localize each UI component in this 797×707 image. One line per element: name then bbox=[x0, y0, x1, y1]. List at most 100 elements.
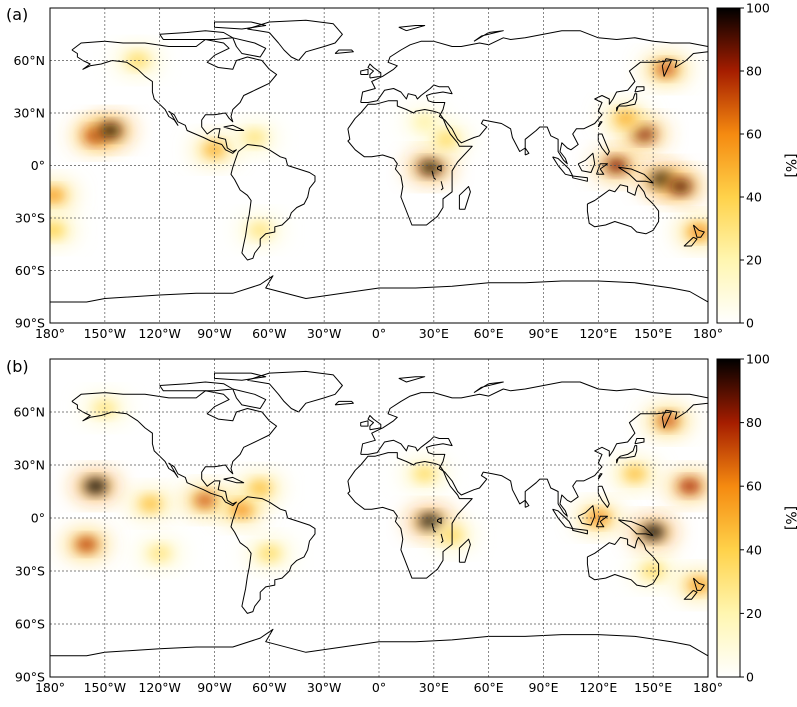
coastline bbox=[360, 30, 708, 165]
lon-tick-label: 180° bbox=[35, 680, 65, 695]
coastline bbox=[572, 175, 588, 182]
lon-tick-label: 150°E bbox=[634, 680, 672, 695]
map-frame bbox=[49, 358, 709, 678]
hotspot bbox=[50, 223, 65, 238]
coastline bbox=[473, 381, 504, 394]
graticule bbox=[50, 8, 708, 323]
hotspot bbox=[126, 53, 149, 68]
hotspot bbox=[258, 546, 281, 561]
lat-tick-label: 60°S bbox=[15, 263, 45, 278]
coastline bbox=[214, 372, 267, 381]
coastline bbox=[230, 496, 316, 614]
colorbar-tick-label: 20 bbox=[746, 606, 762, 621]
lat-tick-label: 30°N bbox=[13, 106, 45, 121]
colorbar: 0 20 40 60 80 100 [%] bbox=[716, 1, 797, 331]
lat-tick-label: 30°N bbox=[13, 458, 45, 473]
lon-tick-label: 30°W bbox=[307, 680, 342, 695]
lon-tick-label: 180° bbox=[35, 326, 65, 341]
coastline bbox=[577, 505, 596, 526]
coastline bbox=[360, 381, 708, 517]
coastline bbox=[230, 144, 316, 261]
coastline bbox=[398, 25, 426, 32]
coastline bbox=[618, 519, 654, 537]
hotspot bbox=[84, 479, 107, 494]
hotspot bbox=[413, 466, 436, 481]
colorbar-tick-label: 60 bbox=[746, 127, 762, 142]
lat-tick-label: 90°S bbox=[15, 316, 45, 331]
colorbar-tick-label: 20 bbox=[746, 253, 762, 268]
lon-tick-label: 90°E bbox=[528, 680, 558, 695]
coastlines bbox=[50, 19, 708, 303]
coastline bbox=[347, 100, 473, 226]
coastline bbox=[473, 30, 504, 42]
coastline bbox=[360, 420, 369, 427]
coastline bbox=[597, 473, 603, 480]
hotspot bbox=[139, 496, 162, 511]
lake-outline bbox=[440, 181, 444, 191]
coastline bbox=[683, 589, 698, 600]
hotspot bbox=[614, 111, 637, 126]
coastline bbox=[232, 37, 267, 58]
panel-a: (a) 60°N 30°N 0° 30°S 60°S 90°S 180° 150°W 120°… bbox=[6, 1, 797, 342]
lat-ticks: 60°N 30°N 0° 30°S 60°S 90°S bbox=[13, 53, 45, 331]
lon-tick-label: 150°E bbox=[634, 326, 672, 341]
hotspot bbox=[230, 502, 253, 517]
coastline bbox=[334, 49, 354, 54]
lon-tick-label: 30°E bbox=[419, 680, 449, 695]
lat-tick-label: 60°S bbox=[15, 617, 45, 632]
lon-tick-label: 60°W bbox=[252, 680, 287, 695]
colorbar-gradient bbox=[716, 7, 741, 324]
lat-tick-label: 30°S bbox=[15, 564, 45, 579]
coastline bbox=[71, 390, 278, 507]
lon-ticks: 180° 150°W 120°W 90°W 60°W 30°W 0° 30°E 60°E 90°E… bbox=[35, 680, 723, 695]
coastline bbox=[458, 538, 471, 563]
hotspot bbox=[654, 62, 677, 77]
lon-tick-label: 120°W bbox=[138, 326, 180, 341]
lat-tick-label: 60°N bbox=[13, 53, 45, 68]
coastline bbox=[616, 445, 638, 464]
coastline bbox=[524, 499, 530, 508]
coastline bbox=[223, 476, 245, 484]
coastline bbox=[458, 186, 471, 210]
lon-tick-label: 180° bbox=[693, 326, 723, 341]
coastline bbox=[247, 19, 343, 61]
coastline bbox=[247, 370, 343, 413]
colorbar-tick-label: 100 bbox=[746, 1, 770, 16]
heatmap-layer bbox=[50, 47, 708, 245]
coastline bbox=[634, 438, 645, 445]
hotspot bbox=[419, 160, 442, 175]
lon-tick-label: 120°E bbox=[579, 680, 617, 695]
colorbar-tick-label: 0 bbox=[746, 670, 754, 685]
hotspot bbox=[50, 188, 65, 203]
lon-tick-label: 0° bbox=[372, 680, 386, 695]
hotspot bbox=[678, 479, 701, 494]
hotspot bbox=[687, 578, 708, 593]
coastline bbox=[50, 628, 708, 657]
coastline bbox=[618, 166, 654, 184]
colorbar-gradient bbox=[716, 358, 741, 678]
lon-tick-label: 90°E bbox=[528, 326, 558, 341]
graticule bbox=[50, 359, 708, 677]
colorbar-tick-label: 100 bbox=[746, 352, 770, 367]
lat-tick-label: 0° bbox=[31, 158, 45, 173]
panel-label: (a) bbox=[6, 5, 28, 24]
colorbar-tick-label: 80 bbox=[746, 415, 762, 430]
coastline bbox=[398, 376, 426, 383]
coastline bbox=[367, 63, 382, 79]
lon-tick-label: 150°W bbox=[84, 680, 126, 695]
lake-outline bbox=[440, 533, 444, 544]
lon-tick-label: 90°W bbox=[197, 326, 232, 341]
lon-tick-label: 30°E bbox=[419, 326, 449, 341]
colorbar-label: [%] bbox=[782, 506, 797, 530]
lon-ticks: 180° 150°W 120°W 90°W 60°W 30°W 0° 30°E 60°E 90°E… bbox=[35, 326, 723, 341]
coastline bbox=[577, 152, 596, 173]
hotspot bbox=[623, 466, 646, 481]
lake-outline bbox=[437, 164, 442, 172]
lon-tick-label: 120°E bbox=[579, 326, 617, 341]
hotspot bbox=[99, 123, 122, 138]
coastline bbox=[683, 236, 698, 247]
hotspot bbox=[148, 546, 171, 561]
map-frame bbox=[49, 7, 709, 324]
coastline bbox=[360, 68, 369, 75]
